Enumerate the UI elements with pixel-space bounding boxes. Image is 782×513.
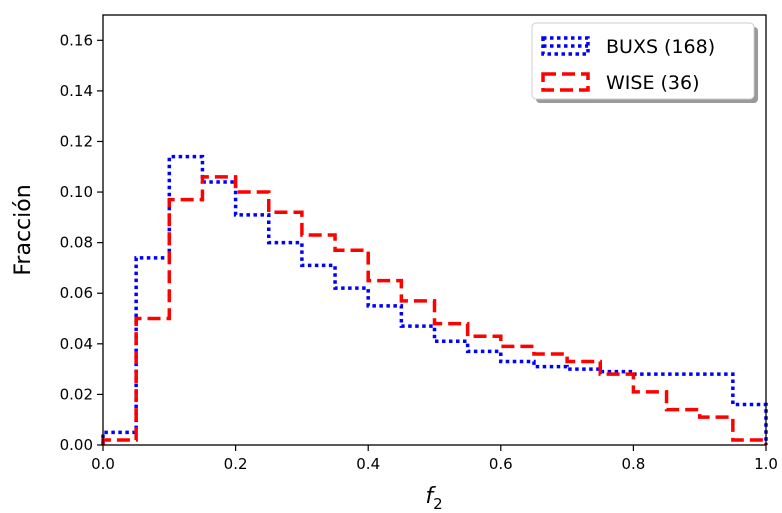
- series-wise-outline: [101, 175, 768, 445]
- x-tick-label: 0.0: [91, 455, 115, 473]
- x-axis-label-main: f: [425, 484, 436, 509]
- x-tick-label: 0.8: [621, 455, 645, 473]
- x-axis: 0.0 0.2 0.4 0.6 0.8 1.0: [91, 445, 778, 473]
- y-tick-label: 0.12: [60, 132, 93, 150]
- legend-patch-wise: [541, 72, 590, 92]
- x-tick-label: 0.4: [356, 455, 380, 473]
- x-axis-label-subscript: 2: [433, 495, 443, 513]
- x-tick-label: 0.6: [489, 455, 513, 473]
- y-tick-label: 0.02: [60, 385, 93, 403]
- legend-label-buxs: BUXS (168): [606, 36, 715, 58]
- legend: BUXS (168) WISE (36): [531, 22, 758, 103]
- plot-frame: [102, 14, 767, 446]
- y-tick-label: 0.08: [60, 234, 93, 252]
- y-axis-label: Fracción: [11, 184, 36, 275]
- y-tick-label: 0.00: [60, 436, 93, 454]
- series-layer: [101, 154, 768, 445]
- y-tick-label: 0.14: [60, 82, 93, 100]
- y-tick-label: 0.10: [60, 183, 93, 201]
- legend-patch-buxs: [541, 36, 590, 56]
- x-tick-label: 0.2: [224, 455, 248, 473]
- x-axis-label: f2: [425, 484, 442, 513]
- x-tick-label: 1.0: [754, 455, 778, 473]
- y-tick-label: 0.06: [60, 284, 93, 302]
- y-tick-label: 0.04: [60, 335, 93, 353]
- y-tick-label: 0.16: [60, 31, 93, 49]
- y-axis: 0.00 0.02 0.04 0.06 0.08 0.10 0.12 0.14 0.16: [60, 31, 103, 454]
- legend-label-wise: WISE (36): [606, 72, 700, 94]
